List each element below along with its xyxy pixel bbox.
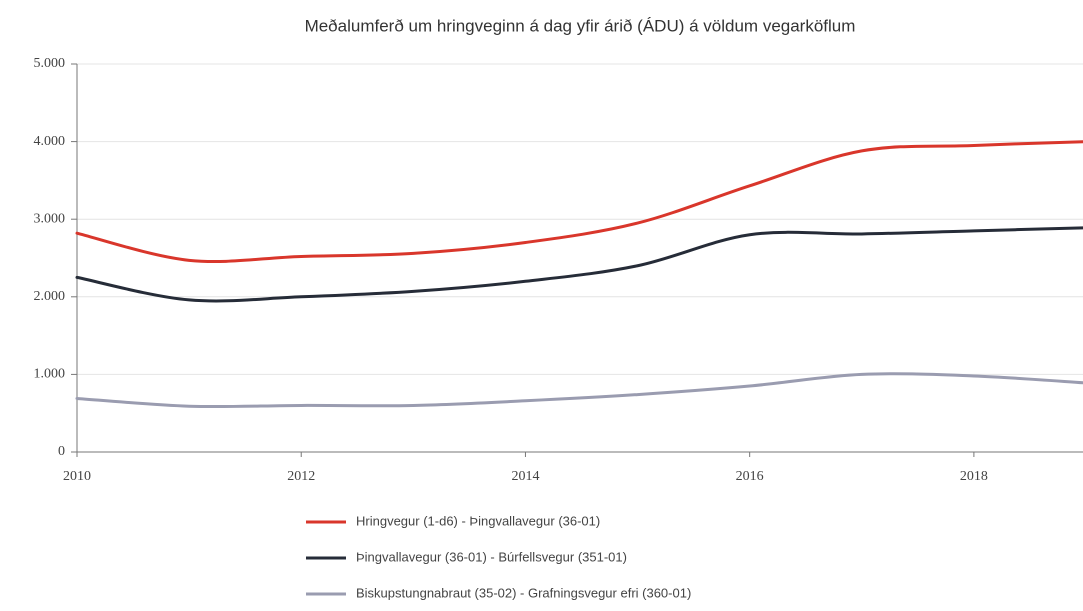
x-tick-label: 2016	[736, 469, 764, 484]
chart-title: Meðalumferð um hringveginn á dag yfir ár…	[305, 16, 856, 35]
y-tick-label: 3.000	[34, 211, 66, 226]
x-tick-label: 2012	[287, 469, 315, 484]
x-tick-label: 2018	[960, 469, 988, 484]
series-line	[75, 226, 1083, 303]
x-tick-label: 2010	[63, 469, 91, 484]
y-tick-label: 1.000	[34, 367, 66, 382]
y-tick-label: 4.000	[34, 134, 66, 149]
legend-label: Hringvegur (1-d6) - Þingvallavegur (36-0…	[356, 513, 600, 528]
series-line	[75, 140, 1083, 264]
y-tick-label: 2.000	[34, 289, 66, 304]
y-tick-label: 0	[58, 444, 65, 459]
series-line	[75, 372, 1083, 409]
legend-label: Biskupstungnabraut (35-02) - Grafningsve…	[356, 585, 691, 600]
y-tick-label: 5.000	[34, 56, 66, 71]
x-tick-label: 2014	[511, 469, 539, 484]
legend-label: Þingvallavegur (36-01) - Búrfellsvegur (…	[356, 549, 627, 564]
